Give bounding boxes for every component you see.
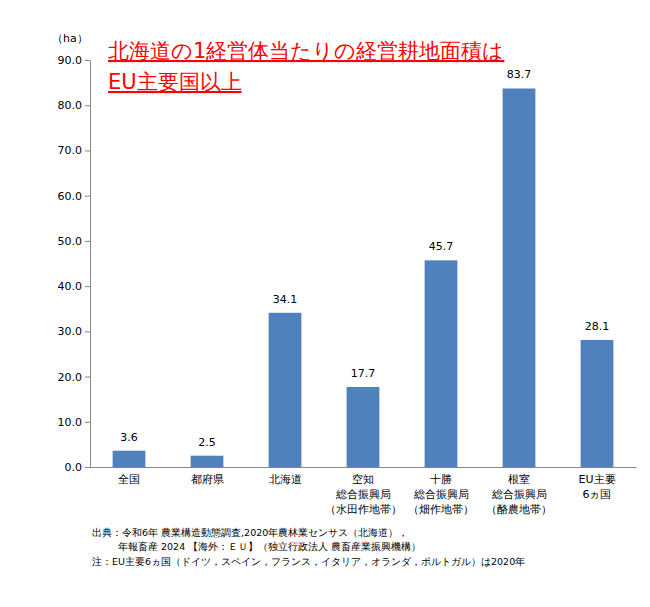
y-axis-title: （ha）	[52, 32, 88, 45]
y-axis-line	[90, 61, 91, 468]
y-tick: 50.0	[58, 235, 91, 248]
y-tick-mark	[85, 196, 90, 197]
bar	[269, 313, 302, 467]
y-tick: 70.0	[58, 144, 91, 157]
y-tick: 10.0	[58, 416, 91, 429]
bar	[425, 260, 458, 467]
x-tick-label: 北海道	[269, 473, 302, 486]
y-tick-label: 30.0	[58, 325, 83, 338]
x-tick-label: 十勝総合振興局（畑作地帯）	[408, 473, 474, 516]
x-tick: EU主要6ヵ国	[578, 473, 615, 501]
x-axis-line	[91, 467, 637, 468]
y-tick: 40.0	[58, 280, 91, 293]
x-tick: 根室総合振興局（酪農地帯）	[486, 473, 552, 516]
y-tick-mark	[85, 150, 90, 151]
note: 年報畜産 2024 【海外：ＥＵ】（独立行政法人 農畜産業振興機構）	[118, 541, 421, 552]
y-tick-label: 0.0	[65, 461, 83, 474]
y-tick-mark	[85, 331, 90, 332]
data-label: 34.1	[273, 293, 298, 306]
bar	[503, 88, 536, 467]
y-tick-mark	[85, 60, 90, 61]
bar	[347, 387, 380, 467]
y-tick: 80.0	[58, 99, 91, 112]
y-tick-label: 20.0	[58, 371, 83, 384]
y-tick-label: 50.0	[58, 235, 83, 248]
y-tick-label: 90.0	[58, 54, 83, 67]
y-tick-mark	[85, 422, 90, 423]
notes: 出典：令和6年 農業構造動態調査,2020年農林業センサス（北海道）， 年報畜産 …	[92, 527, 525, 567]
y-tick: 20.0	[58, 371, 91, 384]
note: 注：EU主要6ヵ国（ドイツ，スペイン，フランス，イタリア，オランダ，ポルトガル）…	[92, 556, 525, 567]
data-label: 2.5	[198, 436, 216, 449]
data-label: 28.1	[585, 320, 610, 333]
x-tick-label: EU主要6ヵ国	[578, 473, 615, 501]
y-tick-label: 70.0	[58, 144, 83, 157]
title: 北海道の1経営体当たりの経営耕地面積はEU主要国以上	[108, 39, 504, 94]
y-tick-mark	[85, 241, 90, 242]
y-tick-label: 40.0	[58, 280, 83, 293]
y-tick: 0.0	[65, 461, 91, 474]
note: 出典：令和6年 農業構造動態調査,2020年農林業センサス（北海道），	[92, 527, 408, 538]
x-tick: 十勝総合振興局（畑作地帯）	[408, 473, 474, 516]
x-tick-label: 全国	[118, 473, 140, 486]
y-tick-mark	[85, 377, 90, 378]
y-tick-mark	[85, 467, 90, 468]
y-tick: 30.0	[58, 325, 91, 338]
data-label: 45.7	[429, 240, 454, 253]
data-label: 83.7	[507, 68, 532, 81]
data-labels: 3.6 2.5 34.1 17.7 45.7 83.7 28.1	[120, 68, 609, 448]
x-tick: 空知総合振興局（水田作地帯）	[325, 473, 402, 516]
x-tick-label: 都府県	[191, 473, 224, 486]
y-tick-mark	[85, 286, 90, 287]
x-tick: 北海道	[269, 473, 302, 486]
data-label: 3.6	[120, 431, 138, 444]
y-axis: 0.0 10.0 20.0 30.0 40.0 50.0 60.0 70.0 80.0 90.0	[58, 54, 91, 474]
y-tick-label: 80.0	[58, 99, 83, 112]
x-axis: 全国 都府県 北海道 空知総合振興局（水田作地帯）十勝総合振興局（畑作地帯） 根室総合振…	[91, 468, 637, 517]
y-tick-label: 60.0	[58, 190, 83, 203]
x-tick: 都府県	[191, 473, 224, 486]
y-tick: 90.0	[58, 54, 91, 67]
bar	[113, 451, 146, 467]
x-tick-label: 根室総合振興局（酪農地帯）	[486, 473, 552, 516]
y-tick-label: 10.0	[58, 416, 83, 429]
bar	[191, 456, 224, 467]
x-tick-label: 空知総合振興局（水田作地帯）	[325, 473, 402, 516]
bars	[113, 88, 614, 467]
y-tick: 60.0	[58, 190, 91, 203]
bar	[581, 340, 614, 467]
chart: 0.0 10.0 20.0 30.0 40.0 50.0 60.0 70.0 80.0 90.0 全…	[0, 0, 650, 607]
y-tick-mark	[85, 105, 90, 106]
data-label: 17.7	[351, 367, 376, 380]
x-tick: 全国	[118, 473, 140, 486]
